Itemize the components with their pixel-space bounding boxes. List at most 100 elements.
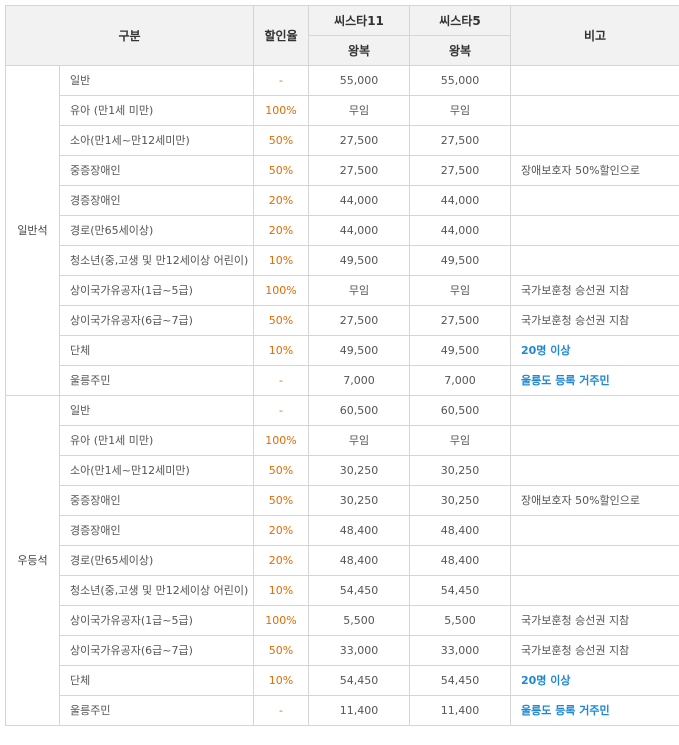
fare-seastar11: 30,250 bbox=[309, 486, 410, 516]
discount-rate: 10% bbox=[254, 336, 309, 366]
discount-rate: 100% bbox=[254, 426, 309, 456]
fare-seastar11: 49,500 bbox=[309, 246, 410, 276]
fare-category: 유아 (만1세 미만) bbox=[60, 96, 254, 126]
fare-seastar11: 27,500 bbox=[309, 156, 410, 186]
fare-category: 상이국가유공자(1급~5급) bbox=[60, 606, 254, 636]
fare-note bbox=[511, 216, 679, 246]
fare-seastar5: 49,500 bbox=[410, 246, 511, 276]
fare-seastar5: 27,500 bbox=[410, 156, 511, 186]
seat-class-label: 우등석 bbox=[6, 396, 60, 726]
fare-seastar11: 7,000 bbox=[309, 366, 410, 396]
discount-rate: 10% bbox=[254, 246, 309, 276]
fare-seastar11: 무임 bbox=[309, 426, 410, 456]
fare-category: 경증장애인 bbox=[60, 186, 254, 216]
fare-seastar5: 54,450 bbox=[410, 666, 511, 696]
fare-note bbox=[511, 246, 679, 276]
fare-seastar5: 33,000 bbox=[410, 636, 511, 666]
fare-category: 울릉주민 bbox=[60, 366, 254, 396]
fare-category: 상이국가유공자(6급~7급) bbox=[60, 636, 254, 666]
fare-seastar11: 27,500 bbox=[309, 126, 410, 156]
discount-rate: 20% bbox=[254, 546, 309, 576]
fare-note: 20명 이상 bbox=[511, 336, 679, 366]
fare-seastar5: 44,000 bbox=[410, 186, 511, 216]
discount-rate: 20% bbox=[254, 216, 309, 246]
fare-category: 소아(만1세~만12세미만) bbox=[60, 126, 254, 156]
fare-table-header: 구분 할인율 씨스타11 씨스타5 비고 왕복 왕복 bbox=[6, 6, 679, 66]
fare-seastar5: 11,400 bbox=[410, 696, 511, 726]
fare-seastar5: 48,400 bbox=[410, 516, 511, 546]
discount-rate: 50% bbox=[254, 636, 309, 666]
fare-note: 국가보훈청 승선권 지참 bbox=[511, 276, 679, 306]
discount-rate: 20% bbox=[254, 186, 309, 216]
fare-seastar5: 49,500 bbox=[410, 336, 511, 366]
header-ship-seastar11: 씨스타11 bbox=[309, 6, 410, 36]
discount-rate: 10% bbox=[254, 666, 309, 696]
fare-seastar5: 55,000 bbox=[410, 66, 511, 96]
discount-rate: 50% bbox=[254, 486, 309, 516]
fare-seastar11: 무임 bbox=[309, 96, 410, 126]
fare-note: 장애보호자 50%할인으로 bbox=[511, 486, 679, 516]
fare-note: 국가보훈청 승선권 지참 bbox=[511, 606, 679, 636]
fare-seastar11: 48,400 bbox=[309, 546, 410, 576]
discount-rate: 100% bbox=[254, 606, 309, 636]
header-round-trip-2: 왕복 bbox=[410, 36, 511, 66]
fare-seastar5: 44,000 bbox=[410, 216, 511, 246]
fare-category: 유아 (만1세 미만) bbox=[60, 426, 254, 456]
fare-seastar11: 54,450 bbox=[309, 666, 410, 696]
fare-note: 장애보호자 50%할인으로 bbox=[511, 156, 679, 186]
fare-seastar5: 30,250 bbox=[410, 486, 511, 516]
fare-seastar5: 무임 bbox=[410, 276, 511, 306]
header-note: 비고 bbox=[511, 6, 679, 66]
fare-note: 20명 이상 bbox=[511, 666, 679, 696]
fare-category: 단체 bbox=[60, 336, 254, 366]
fare-category: 청소년(중,고생 및 만12세이상 어린이) bbox=[60, 246, 254, 276]
fare-seastar5: 48,400 bbox=[410, 546, 511, 576]
fare-category: 단체 bbox=[60, 666, 254, 696]
fare-note: 울릉도 등록 거주민 bbox=[511, 366, 679, 396]
fare-note bbox=[511, 66, 679, 96]
fare-seastar11: 5,500 bbox=[309, 606, 410, 636]
discount-rate: 50% bbox=[254, 156, 309, 186]
fare-seastar11: 11,400 bbox=[309, 696, 410, 726]
fare-note bbox=[511, 96, 679, 126]
fare-category: 경증장애인 bbox=[60, 516, 254, 546]
fare-note: 국가보훈청 승선권 지참 bbox=[511, 636, 679, 666]
discount-rate: - bbox=[254, 396, 309, 426]
discount-rate: 20% bbox=[254, 516, 309, 546]
fare-category: 울릉주민 bbox=[60, 696, 254, 726]
fare-category: 일반 bbox=[60, 396, 254, 426]
fare-category: 중증장애인 bbox=[60, 486, 254, 516]
fare-seastar5: 무임 bbox=[410, 426, 511, 456]
discount-rate: 50% bbox=[254, 456, 309, 486]
fare-category: 경로(만65세이상) bbox=[60, 216, 254, 246]
discount-rate: 10% bbox=[254, 576, 309, 606]
fare-note bbox=[511, 576, 679, 606]
fare-note bbox=[511, 456, 679, 486]
fare-seastar5: 27,500 bbox=[410, 126, 511, 156]
fare-seastar5: 7,000 bbox=[410, 366, 511, 396]
fare-category: 중증장애인 bbox=[60, 156, 254, 186]
fare-note bbox=[511, 546, 679, 576]
fare-note: 울릉도 등록 거주민 bbox=[511, 696, 679, 726]
fare-seastar11: 55,000 bbox=[309, 66, 410, 96]
fare-seastar5: 60,500 bbox=[410, 396, 511, 426]
fare-seastar5: 5,500 bbox=[410, 606, 511, 636]
fare-category: 청소년(중,고생 및 만12세이상 어린이) bbox=[60, 576, 254, 606]
